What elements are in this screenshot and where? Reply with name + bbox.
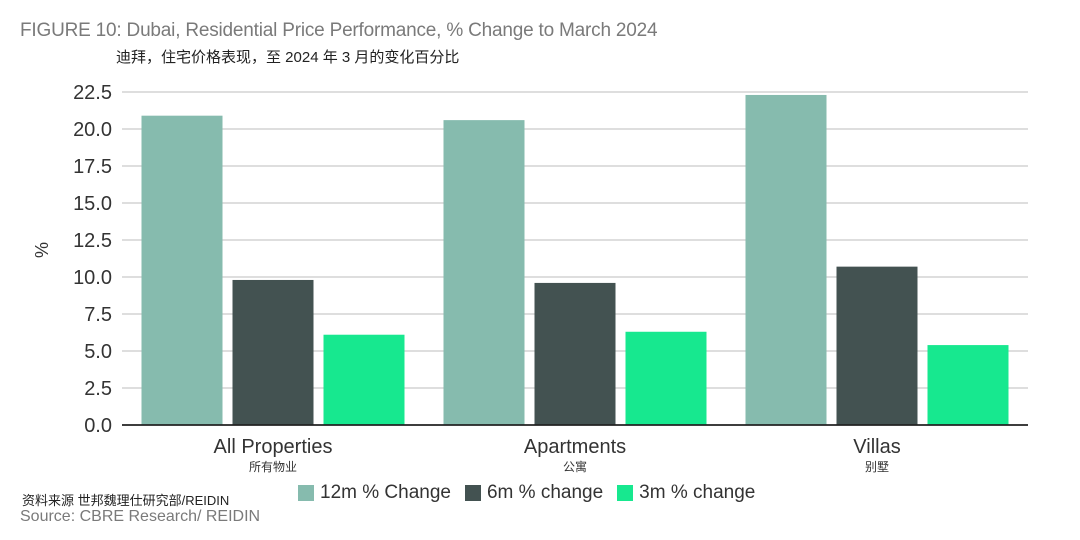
y-tick-label: 20.0 — [73, 119, 112, 141]
bar-all-properties-0 — [141, 115, 223, 426]
x-tick-label: Villas — [853, 436, 900, 458]
x-tick-label-cn: 所有物业 — [249, 460, 297, 474]
legend-label-12m: 12m % Change — [320, 482, 451, 503]
x-tick-label-cn: 公寓 — [563, 459, 587, 474]
y-tick-label: 2.5 — [84, 378, 112, 400]
y-tick-label: 5.0 — [84, 341, 112, 363]
legend-swatch-6m — [464, 485, 481, 501]
y-tick-label: 10.0 — [73, 267, 112, 289]
y-tick-label: 22.5 — [73, 82, 112, 104]
x-tick-label-cn: 别墅 — [865, 460, 889, 474]
y-tick-label: 0.0 — [84, 415, 112, 437]
bars — [141, 94, 1009, 426]
legend-swatch-3m — [617, 485, 634, 501]
legend-swatch-12m — [298, 485, 314, 501]
bar-apartments-1 — [534, 282, 616, 425]
source-cn: 资料来源 世邦魏理仕研究部/REIDIN — [22, 493, 230, 508]
legend-item-3m: 3m % change — [617, 482, 755, 504]
bar-villas-2 — [927, 345, 1009, 425]
x-tick-label: All Properties — [214, 436, 333, 458]
chart-title: FIGURE 10: Dubai, Residential Price Perf… — [20, 20, 658, 41]
y-axis-label: % — [32, 242, 52, 258]
legend: 12m % Change 6m % change 3m % change — [298, 482, 769, 504]
y-tick-label: 15.0 — [73, 193, 112, 215]
y-tick-label: 17.5 — [73, 156, 112, 178]
bar-all-properties-2 — [323, 334, 405, 425]
x-tick-label: Apartments — [524, 436, 626, 458]
bar-villas-1 — [836, 266, 918, 425]
y-axis-ticks: 0.0 2.5 5.0 7.5 10.0 12.5 15.0 17.5 20.0 22.5 — [73, 82, 112, 437]
bar-apartments-0 — [443, 120, 525, 426]
bar-villas-0 — [745, 94, 827, 426]
legend-item-6m: 6m % change — [464, 482, 604, 504]
legend-item-12m: 12m % Change — [298, 482, 451, 504]
bar-all-properties-1 — [232, 279, 314, 425]
chart-subtitle: 迪拜，住宅价格表现，至 2024 年 3 月的变化百分比 — [116, 49, 460, 66]
bar-apartments-2 — [625, 331, 707, 425]
y-tick-label: 12.5 — [73, 230, 112, 252]
source-en: Source: CBRE Research/ REIDIN — [20, 508, 261, 525]
y-tick-label: 7.5 — [84, 304, 112, 326]
legend-label-6m: 6m % change — [486, 482, 604, 503]
legend-label-3m: 3m % change — [639, 482, 756, 503]
